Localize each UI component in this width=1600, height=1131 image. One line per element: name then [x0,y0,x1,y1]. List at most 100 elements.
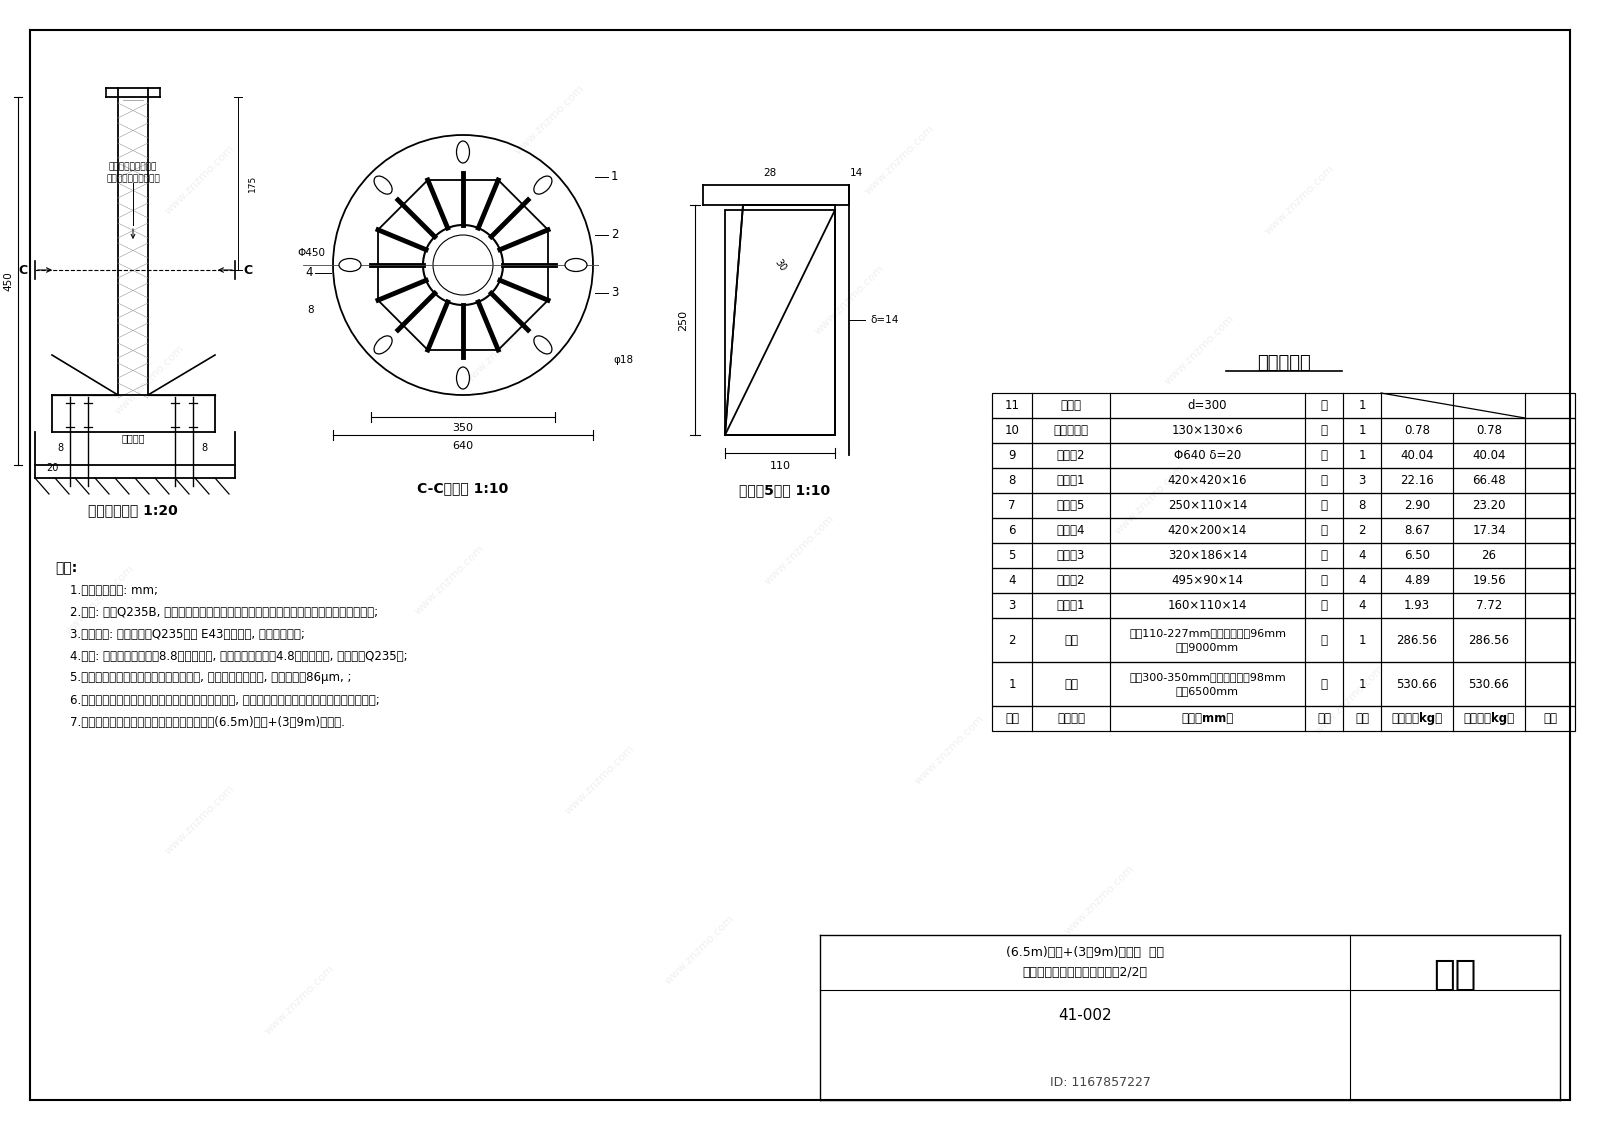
Text: 4: 4 [1358,549,1366,562]
Text: 3: 3 [611,286,618,300]
Bar [992,518,1574,543]
Text: 根: 根 [1320,633,1328,647]
Text: C: C [19,264,27,276]
Text: 8: 8 [58,443,62,454]
Text: www.znzmo.com: www.znzmo.com [763,513,837,587]
Bar [992,418,1574,443]
Text: 2.饰材: 采用Q235B, 其力学性能及碇、硫、磷、锱含量的合格保证必须符合相应标准要求;: 2.饰材: 采用Q235B, 其力学性能及碇、硫、磷、锱含量的合格保证必须符合相… [70,605,378,619]
Text: 立柱: 立柱 [1064,677,1078,691]
Text: www.znzmo.com: www.znzmo.com [563,743,637,817]
Text: 250: 250 [678,310,688,330]
Text: 286.56: 286.56 [1397,633,1437,647]
Text: 说明:: 说明: [54,561,77,575]
Text: 0.78: 0.78 [1475,424,1502,437]
Ellipse shape [456,141,469,163]
Text: 66.48: 66.48 [1472,474,1506,487]
Text: 7.本图所示立杆适用于本工程范围内正八角管(6.5m)立杆+(3～9m)横挻辐.: 7.本图所示立杆适用于本工程范围内正八角管(6.5m)立杆+(3～9m)横挻辐. [70,716,346,728]
Text: 2: 2 [1358,524,1366,537]
Bar [992,493,1574,518]
Text: 495×90×14: 495×90×14 [1171,575,1243,587]
Text: 10: 10 [1005,424,1019,437]
Text: 加劲杷4: 加劲杷4 [1056,524,1085,537]
Ellipse shape [534,336,552,354]
Text: 14: 14 [850,169,862,178]
Text: 块: 块 [1320,499,1328,512]
Ellipse shape [374,336,392,354]
Text: 420×200×14: 420×200×14 [1168,524,1246,537]
Text: www.znzmo.com: www.znzmo.com [914,714,987,787]
Text: 7.72: 7.72 [1475,599,1502,612]
Text: www.znzmo.com: www.znzmo.com [163,784,237,856]
Text: 20: 20 [46,463,58,473]
Text: 19.56: 19.56 [1472,575,1506,587]
Text: 8: 8 [1358,499,1366,512]
Text: 420×420×16: 420×420×16 [1168,474,1248,487]
Text: 定尺加问距层螺栓固定: 定尺加问距层螺栓固定 [106,174,160,183]
Text: www.znzmo.com: www.znzmo.com [1064,863,1136,936]
Text: www.znzmo.com: www.znzmo.com [464,313,536,387]
Text: 286.56: 286.56 [1469,633,1509,647]
Text: 3.焊接材料: 手工焊接时Q235采用 E43系列焊条, 均为接触满焊;: 3.焊接材料: 手工焊接时Q235采用 E43系列焊条, 均为接触满焊; [70,628,306,640]
Text: 8: 8 [202,443,206,454]
Text: 30: 30 [773,257,787,273]
Text: 地脚板较: 地脚板较 [122,433,144,443]
Text: www.znzmo.com: www.znzmo.com [1314,664,1387,736]
Text: 5: 5 [1008,549,1016,562]
Bar [992,443,1574,468]
Text: 22.16: 22.16 [1400,474,1434,487]
Text: 530.66: 530.66 [1397,677,1437,691]
Text: www.znzmo.com: www.znzmo.com [114,344,187,416]
Text: 块: 块 [1320,524,1328,537]
Text: 8.67: 8.67 [1403,524,1430,537]
Ellipse shape [374,176,392,195]
Text: 11: 11 [1005,399,1019,412]
Text: 530.66: 530.66 [1469,677,1509,691]
Text: www.znzmo.com: www.znzmo.com [813,264,886,337]
Text: 块: 块 [1320,549,1328,562]
Text: Φ450: Φ450 [298,248,325,258]
Text: 320×186×14: 320×186×14 [1168,549,1246,562]
Text: 1: 1 [1358,399,1366,412]
Text: (6.5m)立杆+(3～9m)横挑臂  正八: (6.5m)立杆+(3～9m)横挑臂 正八 [1006,946,1165,958]
Ellipse shape [534,176,552,195]
Text: 4: 4 [1008,575,1016,587]
Text: 横挻: 横挻 [1064,633,1078,647]
Text: 材料名称: 材料名称 [1058,713,1085,725]
Text: www.znzmo.com: www.znzmo.com [64,563,136,637]
Text: 个: 个 [1320,424,1328,437]
Text: 数量: 数量 [1355,713,1370,725]
Bar [992,392,1574,418]
Text: www.znzmo.com: www.znzmo.com [514,84,587,156]
Text: 1: 1 [1358,633,1366,647]
Bar [992,543,1574,568]
Text: 单位: 单位 [1317,713,1331,725]
Text: C: C [243,264,253,276]
Text: 边距110-227mm八角鑉管壁厕96mm: 边距110-227mm八角鑉管壁厕96mm [1130,628,1286,638]
Text: 加劲杷3: 加劲杷3 [1058,549,1085,562]
Text: 知末: 知末 [1434,958,1477,992]
Text: 单件重（kg）: 单件重（kg） [1392,713,1443,725]
Text: 3: 3 [1358,474,1366,487]
Text: 4.89: 4.89 [1403,575,1430,587]
Text: 40.04: 40.04 [1400,449,1434,461]
Text: 块: 块 [1320,474,1328,487]
Text: 加劲杷1: 加劲杷1 [1056,599,1085,612]
Text: www.znzmo.com: www.znzmo.com [1163,313,1237,387]
Text: C-C放大图 1:10: C-C放大图 1:10 [418,481,509,495]
Text: 175: 175 [248,175,256,192]
Text: 4.螺栓: 筒体法兰连接采用8.8级普通螺栓, 其余除注明外均为4.8级普通螺栓, 锁栓采用Q235钉;: 4.螺栓: 筒体法兰连接采用8.8级普通螺栓, 其余除注明外均为4.8级普通螺栓… [70,649,408,663]
Text: www.znzmo.com: www.znzmo.com [1264,163,1336,236]
Text: 4: 4 [306,267,314,279]
Text: 0.78: 0.78 [1405,424,1430,437]
Text: 130×130×6: 130×130×6 [1171,424,1243,437]
Text: 6: 6 [1008,524,1016,537]
Text: 640: 640 [453,441,474,451]
Text: 规格（mm）: 规格（mm） [1181,713,1234,725]
Text: www.znzmo.com: www.znzmo.com [864,123,936,197]
Text: 4: 4 [1358,599,1366,612]
Text: 450: 450 [3,271,13,291]
Text: 法兰盘1: 法兰盘1 [1056,474,1085,487]
Text: 边距300-350mm八角鑉管壁厕98mm: 边距300-350mm八角鑉管壁厕98mm [1130,672,1286,682]
Bar [992,568,1574,593]
Text: 法兰盘2: 法兰盘2 [1056,449,1085,461]
